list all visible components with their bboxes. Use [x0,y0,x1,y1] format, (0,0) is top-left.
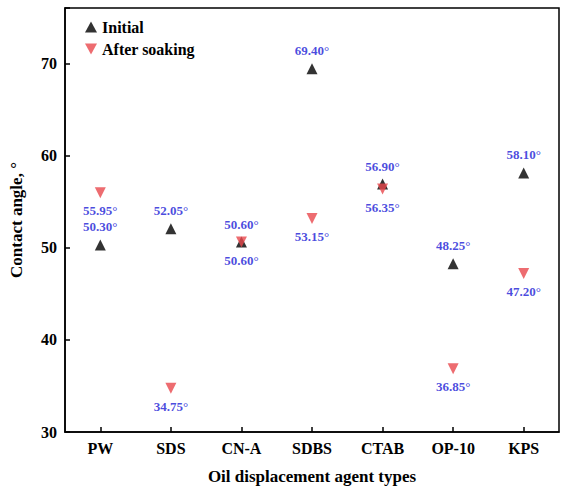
svg-text:Oil displacement agent types: Oil displacement agent types [208,467,417,486]
svg-text:40: 40 [41,331,57,348]
svg-text:58.10°: 58.10° [506,147,540,162]
svg-text:50: 50 [41,239,57,256]
svg-text:69.40°: 69.40° [295,43,329,58]
svg-text:56.90°: 56.90° [365,159,399,174]
svg-text:60: 60 [41,147,57,164]
svg-text:34.75°: 34.75° [154,399,188,414]
svg-text:30: 30 [41,424,57,441]
svg-text:SDBS: SDBS [292,440,332,457]
svg-text:CN-A: CN-A [221,440,261,457]
svg-text:70: 70 [41,55,57,72]
svg-text:52.05°: 52.05° [154,203,188,218]
svg-text:After soaking: After soaking [102,41,195,59]
svg-text:Initial: Initial [102,19,144,36]
svg-text:47.20°: 47.20° [506,284,540,299]
svg-text:56.35°: 56.35° [365,200,399,215]
svg-text:Contact angle, °: Contact angle, ° [7,162,26,278]
svg-text:SDS: SDS [156,440,185,457]
svg-text:50.60°: 50.60° [224,217,258,232]
svg-text:50.30°: 50.30° [83,219,117,234]
svg-text:OP-10: OP-10 [431,440,475,457]
svg-text:53.15°: 53.15° [295,229,329,244]
svg-text:PW: PW [87,440,113,457]
svg-text:KPS: KPS [508,440,539,457]
svg-text:48.25°: 48.25° [436,238,470,253]
svg-text:36.85°: 36.85° [436,379,470,394]
svg-text:55.95°: 55.95° [83,203,117,218]
svg-text:50.60°: 50.60° [224,253,258,268]
svg-text:CTAB: CTAB [361,440,405,457]
